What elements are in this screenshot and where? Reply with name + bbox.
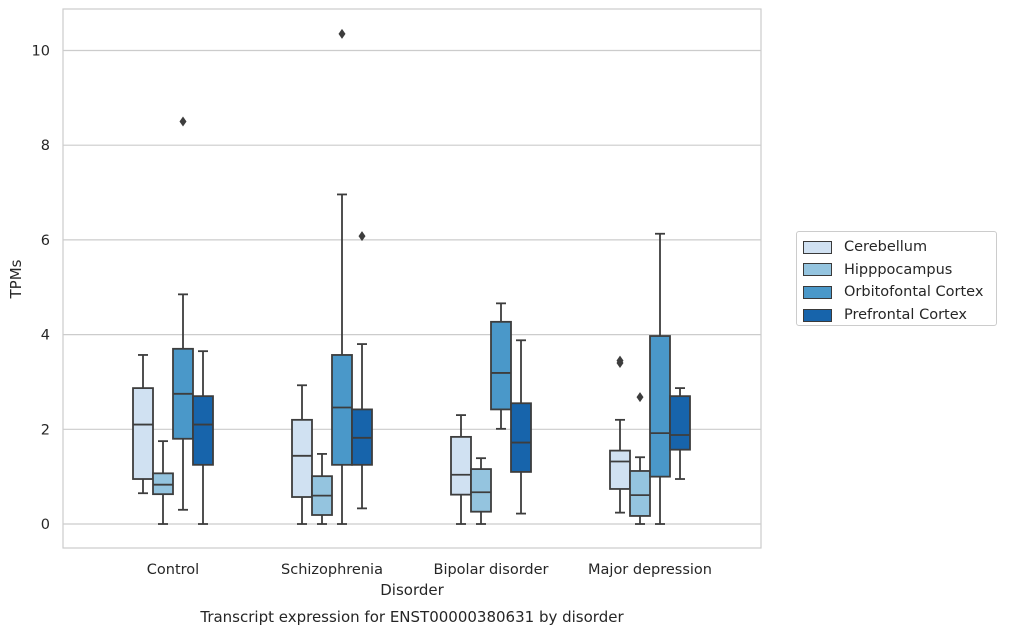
box-body [192, 395, 214, 466]
box-2-2 [490, 302, 512, 430]
box-3-1 [351, 231, 373, 510]
box-3-2 [510, 339, 532, 515]
legend-label-cerebellum: Cerebellum [844, 239, 928, 256]
box-0-0 [132, 354, 154, 495]
legend-swatch-hippocampus [803, 263, 832, 277]
legend-item-hippocampus: Hipppocampus [803, 259, 996, 282]
box-body [291, 418, 313, 498]
box-3-0 [192, 350, 214, 525]
y-tick-label: 4 [41, 328, 50, 344]
box-3-3 [669, 387, 691, 480]
box-body [669, 395, 691, 451]
legend-item-cerebellum: Cerebellum [803, 236, 996, 259]
y-tick-label: 2 [41, 422, 50, 438]
box-body [629, 470, 651, 517]
y-axis-label: TPMs [7, 259, 25, 299]
x-axis-label: Disorder [380, 581, 444, 599]
legend-swatch-orbitofrontal [803, 285, 832, 299]
y-tick-label: 8 [41, 138, 50, 154]
legend-item-orbitofrontal: Orbitofontal Cortex [803, 281, 996, 304]
outlier-marker [338, 28, 346, 39]
y-tick-labels: 0 2 4 6 8 10 [32, 44, 50, 534]
legend: Cerebellum Hipppocampus Orbitofontal Cor… [796, 231, 997, 326]
outlier-marker [636, 392, 644, 403]
box-1-1 [311, 453, 333, 525]
box-0-2 [450, 414, 472, 525]
legend-item-prefrontal: Prefrontal Cortex [803, 304, 996, 327]
box-0-3 [609, 355, 631, 514]
box-1-0 [152, 440, 174, 525]
box-body [609, 449, 631, 490]
box-groups [132, 28, 691, 525]
box-1-2 [470, 457, 492, 525]
y-tick-label: 6 [41, 233, 50, 249]
box-body [132, 387, 154, 480]
box-2-3 [649, 232, 671, 525]
box-body [450, 435, 472, 496]
y-tick-label: 0 [41, 517, 50, 533]
box-body [490, 320, 512, 411]
box-0-1 [291, 384, 313, 525]
legend-label-hippocampus: Hipppocampus [844, 261, 953, 278]
box-body [510, 402, 532, 473]
y-tick-label: 10 [32, 44, 50, 60]
box-body [649, 335, 671, 478]
legend-label-prefrontal: Prefrontal Cortex [844, 307, 967, 324]
box-2-0 [172, 116, 194, 511]
legend-label-orbitofrontal: Orbitofontal Cortex [844, 284, 984, 301]
chart-caption: Transcript expression for ENST0000038063… [199, 608, 624, 626]
box-body [470, 468, 492, 513]
x-tick-label: Schizophrenia [281, 562, 383, 578]
outlier-marker [616, 355, 624, 366]
box-1-3 [629, 392, 651, 525]
legend-swatch-prefrontal [803, 308, 832, 322]
x-tick-label: Control [147, 562, 199, 578]
box-body [331, 354, 353, 466]
legend-swatch-cerebellum [803, 240, 832, 254]
x-tick-labels: Control Schizophrenia Bipolar disorder Majo… [147, 562, 712, 578]
plot-area [62, 8, 762, 549]
outlier-marker [358, 231, 366, 242]
outlier-marker [179, 116, 187, 127]
x-tick-label: Bipolar disorder [434, 562, 549, 578]
box-body [152, 472, 174, 496]
x-tick-label: Major depression [588, 562, 712, 578]
box-2-1 [331, 28, 353, 525]
